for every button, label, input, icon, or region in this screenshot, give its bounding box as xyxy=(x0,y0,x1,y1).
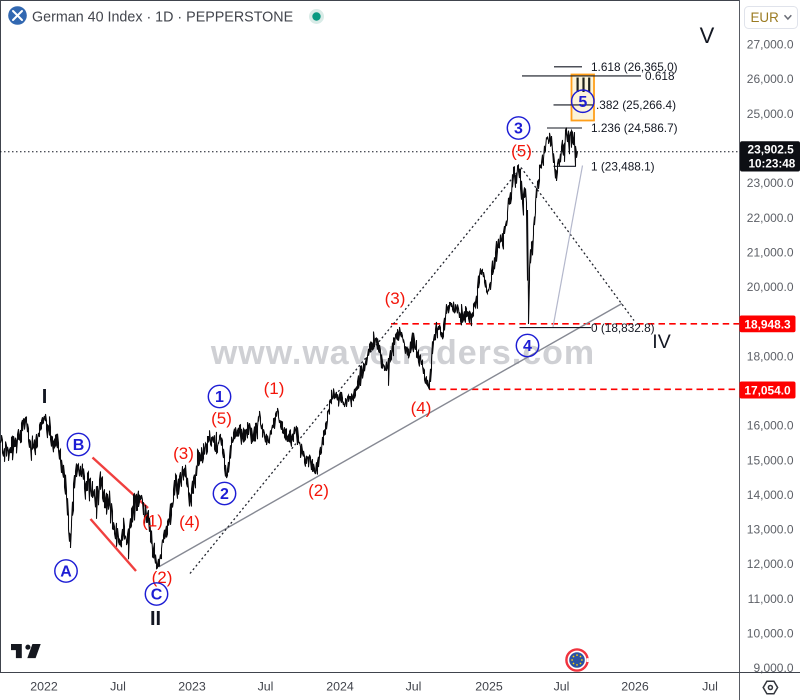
svg-text:(1): (1) xyxy=(142,512,163,531)
svg-text:14,000.0: 14,000.0 xyxy=(747,488,794,502)
svg-text:(5): (5) xyxy=(511,142,532,161)
svg-text:II: II xyxy=(150,608,161,630)
svg-text:27,000.0: 27,000.0 xyxy=(747,38,794,52)
svg-text:23,902.5: 23,902.5 xyxy=(748,143,795,157)
svg-text:9,000.0: 9,000.0 xyxy=(753,661,793,675)
svg-text:Jul: Jul xyxy=(258,680,274,694)
svg-text:1 (23,488.1): 1 (23,488.1) xyxy=(591,160,655,174)
svg-text:23,000.0: 23,000.0 xyxy=(747,176,794,190)
svg-text:13,000.0: 13,000.0 xyxy=(747,523,794,537)
svg-text:Jul: Jul xyxy=(110,680,126,694)
svg-text:0 (18,832.8): 0 (18,832.8) xyxy=(591,321,655,335)
svg-text:German 40 Index · 1D · PEPPERS: German 40 Index · 1D · PEPPERSTONE xyxy=(32,9,293,25)
svg-text:15,000.0: 15,000.0 xyxy=(747,453,794,467)
svg-text:10:23:48: 10:23:48 xyxy=(749,158,796,171)
svg-text:2: 2 xyxy=(220,486,229,503)
svg-text:17,054.0: 17,054.0 xyxy=(744,384,791,398)
svg-text:EUR: EUR xyxy=(751,10,780,25)
svg-text:3: 3 xyxy=(514,121,523,138)
svg-text:(3): (3) xyxy=(173,444,194,463)
svg-text:(4): (4) xyxy=(179,513,200,532)
svg-text:4: 4 xyxy=(523,338,532,355)
svg-text:(2): (2) xyxy=(308,481,329,500)
svg-text:Jul: Jul xyxy=(554,680,570,694)
svg-text:(3): (3) xyxy=(385,289,406,308)
svg-text:0.618: 0.618 xyxy=(645,69,675,83)
svg-text:Jul: Jul xyxy=(702,680,718,694)
svg-text:18,948.3: 18,948.3 xyxy=(744,317,791,331)
svg-text:IV: IV xyxy=(652,331,670,353)
svg-text:C: C xyxy=(151,587,163,604)
svg-text:A: A xyxy=(60,564,72,581)
svg-text:B: B xyxy=(73,437,85,454)
svg-text:11,000.0: 11,000.0 xyxy=(748,592,794,606)
svg-text:2026: 2026 xyxy=(621,680,649,694)
svg-text:www.wavetraders.com: www.wavetraders.com xyxy=(210,334,595,372)
svg-text:Jul: Jul xyxy=(406,680,422,694)
svg-text:22,000.0: 22,000.0 xyxy=(747,211,794,225)
svg-text:(1): (1) xyxy=(264,379,285,398)
svg-text:5: 5 xyxy=(578,94,587,111)
svg-text:2023: 2023 xyxy=(178,680,206,694)
svg-text:16,000.0: 16,000.0 xyxy=(747,419,794,433)
svg-text:1.236 (24,586.7): 1.236 (24,586.7) xyxy=(591,121,678,135)
svg-text:V: V xyxy=(700,23,715,48)
svg-text:.382 (25,266.4): .382 (25,266.4) xyxy=(596,98,676,112)
svg-text:25,000.0: 25,000.0 xyxy=(747,107,794,121)
svg-text:1.618 (26,365.0): 1.618 (26,365.0) xyxy=(591,60,678,74)
svg-text:1: 1 xyxy=(215,389,224,406)
svg-text:I: I xyxy=(42,386,48,408)
svg-text:12,000.0: 12,000.0 xyxy=(747,557,794,571)
svg-text:(4): (4) xyxy=(411,399,432,418)
svg-text:2024: 2024 xyxy=(326,680,354,694)
svg-text:21,000.0: 21,000.0 xyxy=(747,245,794,259)
svg-text:20,000.0: 20,000.0 xyxy=(747,280,794,294)
svg-text:18,000.0: 18,000.0 xyxy=(747,349,794,363)
svg-text:2025: 2025 xyxy=(475,680,503,694)
svg-text:26,000.0: 26,000.0 xyxy=(747,72,794,86)
svg-text:(5): (5) xyxy=(211,409,232,428)
svg-text:10,000.0: 10,000.0 xyxy=(747,627,794,641)
svg-text:2022: 2022 xyxy=(30,680,58,694)
